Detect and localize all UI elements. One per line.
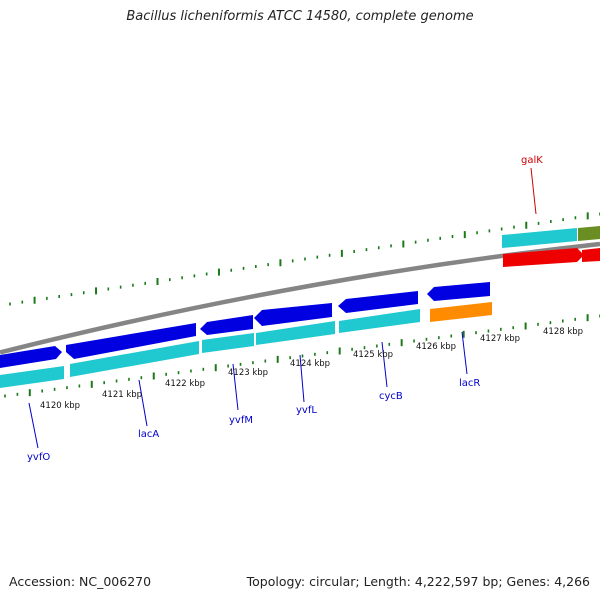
gene-box-galK [578,226,600,241]
kbp-label: 4128 kbp [543,327,583,337]
gene-box-cycB [339,309,420,333]
gene-label-cycB: cycB [379,391,403,402]
kbp-label: 4123 kbp [228,368,268,378]
gene-arrow-yvfM-forward [200,315,253,335]
gene-arrow-lacR-forward [427,282,490,301]
kbp-label: 4125 kbp [353,350,393,360]
gene-box-yvfL [256,321,335,345]
gene-labels: yvfO lacA yvfM yvfL cycB lacR galK [27,155,543,463]
map-title: Bacillus licheniformis ATCC 14580, compl… [126,9,474,24]
kbp-label: 4127 kbp [480,334,520,344]
gene-label-lines [28,167,537,449]
gene-box-yvfM [202,333,254,353]
gene-box-lacR [430,302,492,322]
gene-box-yvfO [0,366,64,388]
gene-box-upper [502,228,577,248]
gene-arrow-cycB-forward [338,291,418,313]
gene-arrow-lacA-forward [66,323,196,359]
gene-label-lacR: lacR [459,378,480,389]
kbp-labels: 4120 kbp 4121 kbp 4122 kbp 4123 kbp 4124… [40,327,583,411]
topology-text: Topology: circular; Length: 4,222,597 bp… [246,574,590,589]
gene-arrow-red [503,248,584,267]
kbp-label: 4121 kbp [102,390,142,400]
gene-label-yvfM: yvfM [229,415,253,426]
gene-label-yvfO: yvfO [27,452,50,463]
kbp-label: 4124 kbp [290,359,330,369]
kbp-label: 4122 kbp [165,379,205,389]
gene-arrow-red-2 [582,248,600,262]
lower-tick-track [4,314,600,398]
forward-gene-track [0,248,600,368]
gene-label-galK: galK [521,155,543,166]
kbp-label: 4120 kbp [40,401,80,411]
gene-arrow-yvfL-forward [254,303,332,326]
upper-tick-track [9,212,600,306]
gene-arrow-forward [0,346,62,368]
kbp-label: 4126 kbp [416,342,456,352]
gene-label-lacA: lacA [138,429,159,440]
gene-box-lacA [70,341,199,377]
accession-text: Accession: NC_006270 [9,574,152,589]
reverse-gene-track [0,226,600,388]
gene-label-yvfL: yvfL [296,405,317,416]
